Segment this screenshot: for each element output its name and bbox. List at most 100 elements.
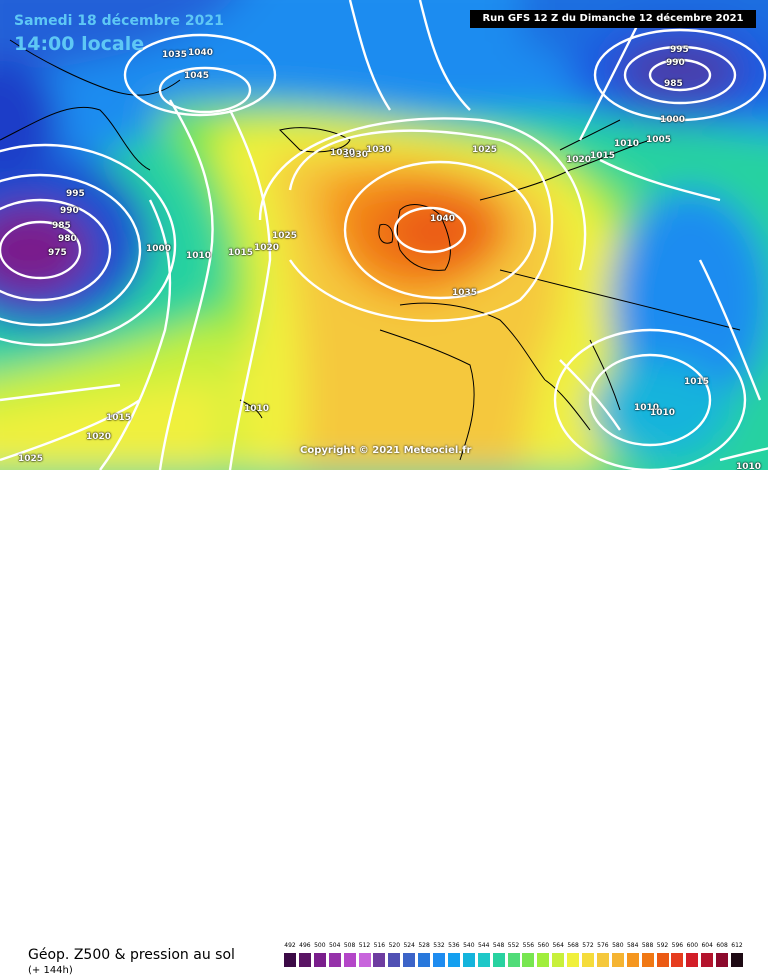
scale-swatch — [358, 953, 371, 967]
scale-swatch — [462, 953, 475, 967]
pressure-label: 1020 — [86, 432, 112, 442]
scale-value: 532 — [433, 942, 445, 949]
scale-swatch — [328, 953, 341, 967]
scale-swatch — [731, 953, 743, 967]
scale-swatch — [596, 953, 609, 967]
pressure-label: 1040 — [430, 214, 456, 224]
pressure-label: 1045 — [184, 71, 210, 81]
scale-swatch — [656, 953, 669, 967]
scale-value: 604 — [701, 942, 713, 949]
scale-swatch — [567, 953, 580, 967]
scale-value: 572 — [582, 942, 594, 949]
scale-value: 552 — [507, 942, 520, 949]
pressure-label: 975 — [48, 248, 67, 258]
geopotential-field — [0, 0, 768, 470]
scale-swatch — [582, 953, 594, 967]
scale-value: 496 — [299, 942, 311, 949]
scale-swatch — [686, 953, 699, 967]
weather-map: Samedi 18 décembre 2021 14:00 locale Run… — [0, 0, 768, 470]
scale-swatch — [641, 953, 654, 967]
product-title: Géop. Z500 & pression au sol — [28, 947, 235, 963]
scale-value: 512 — [358, 942, 371, 949]
scale-swatch — [433, 953, 445, 967]
scale-value: 504 — [328, 942, 341, 949]
scale-swatch — [522, 953, 535, 967]
scale-swatch — [373, 953, 386, 967]
scale-value: 508 — [343, 942, 356, 949]
pressure-label: 1015 — [590, 151, 616, 161]
scale-swatch — [477, 953, 490, 967]
pressure-label: 1000 — [146, 244, 172, 254]
legend-footer: Géop. Z500 & pression au sol (+ 144h) 49… — [0, 470, 768, 976]
scale-value: 560 — [537, 942, 550, 949]
scale-value: 544 — [477, 942, 490, 949]
pressure-label: 1005 — [646, 135, 672, 145]
scale-value: 592 — [656, 942, 669, 949]
scale-swatch — [447, 953, 460, 967]
pressure-label: 1035 — [452, 288, 478, 298]
pressure-label: 1020 — [254, 243, 280, 253]
scale-value: 612 — [731, 942, 743, 949]
scale-swatch — [492, 953, 505, 967]
pressure-label: 1025 — [472, 145, 498, 155]
scale-swatch — [403, 953, 416, 967]
scale-value: 568 — [567, 942, 579, 949]
scale-swatch — [552, 953, 565, 967]
pressure-label: 1035 — [162, 50, 188, 60]
pressure-label: 1040 — [188, 48, 214, 58]
scale-value: 584 — [626, 942, 639, 949]
pressure-label: 1015 — [106, 413, 132, 423]
scale-value: 520 — [388, 942, 401, 949]
scale-value: 580 — [612, 942, 624, 949]
scale-value: 596 — [671, 942, 684, 949]
forecast-date: Samedi 18 décembre 2021 — [14, 13, 224, 29]
scale-value: 576 — [597, 942, 609, 949]
pressure-label: 1010 — [736, 462, 762, 470]
pressure-label: 985 — [664, 79, 683, 89]
scale-value: 556 — [522, 942, 535, 949]
z500-color-field — [0, 0, 768, 470]
pressure-label: 1010 — [186, 251, 212, 261]
pressure-label: 990 — [60, 206, 79, 216]
scale-swatch — [537, 953, 550, 967]
pressure-label: 1030 — [330, 148, 356, 158]
pressure-label: 1010 — [614, 139, 640, 149]
scale-swatch — [626, 953, 639, 967]
pressure-label: 1015 — [684, 377, 710, 387]
scale-value: 608 — [716, 942, 728, 949]
isobars — [0, 0, 768, 470]
pressure-label: 1030 — [366, 145, 392, 155]
forecast-lead: (+ 144h) — [28, 965, 73, 976]
scale-swatch — [507, 953, 520, 967]
forecast-time: 14:00 locale — [14, 33, 145, 55]
scale-swatch — [343, 953, 356, 967]
scale-value: 548 — [492, 942, 505, 949]
run-info-banner: Run GFS 12 Z du Dimanche 12 décembre 202… — [470, 10, 756, 28]
scale-value: 600 — [686, 942, 699, 949]
scale-value: 564 — [552, 942, 564, 949]
scale-value: 540 — [463, 942, 475, 949]
pressure-label: 995 — [66, 189, 85, 199]
pressure-label: 1015 — [228, 248, 254, 258]
pressure-label: 1025 — [18, 454, 44, 464]
pressure-label: 985 — [52, 221, 71, 231]
pressure-label: 995 — [670, 45, 689, 55]
scale-value: 528 — [418, 942, 430, 949]
scale-swatch — [611, 953, 624, 967]
pressure-label: 1010 — [650, 408, 676, 418]
scale-value: 588 — [641, 942, 654, 949]
copyright-notice: Copyright © 2021 Meteociel.fr — [300, 445, 472, 456]
scale-value: 536 — [448, 942, 460, 949]
scale-swatch — [284, 953, 296, 967]
scale-swatch — [671, 953, 684, 967]
scale-swatch — [388, 953, 401, 967]
scale-swatch — [701, 953, 714, 967]
scale-value: 524 — [403, 942, 415, 949]
scale-swatch — [298, 953, 311, 967]
pressure-label: 1010 — [634, 403, 660, 413]
scale-swatch — [716, 953, 729, 967]
scale-value: 516 — [373, 942, 386, 949]
scale-value: 500 — [314, 942, 326, 949]
pressure-label: 1020 — [566, 155, 592, 165]
pressure-label: 1030 — [343, 150, 369, 160]
